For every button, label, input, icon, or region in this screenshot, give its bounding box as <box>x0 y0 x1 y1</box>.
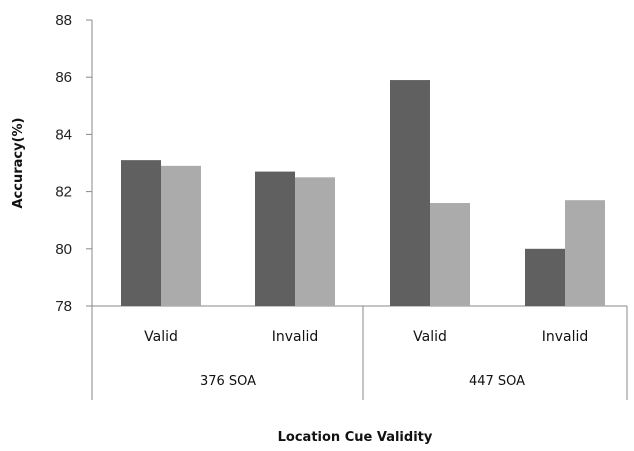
category-label: Valid <box>413 329 447 345</box>
y-axis-title: Accuracy(%) <box>11 118 26 209</box>
y-tick-label: 88 <box>55 12 72 29</box>
y-axis-ticks: 78 80 82 84 86 88 <box>55 12 92 315</box>
y-tick-label: 84 <box>55 126 72 143</box>
y-tick-label: 82 <box>55 184 72 201</box>
bar-series2-cat1 <box>161 165 201 306</box>
x-axis-title: Location Cue Validity <box>278 430 433 445</box>
group-dividers <box>362 306 628 400</box>
bar-series2-cat2 <box>295 177 335 306</box>
y-tick-label: 80 <box>55 241 72 258</box>
bar-series1-cat3 <box>390 80 430 306</box>
group-label: 376 SOA <box>200 374 256 389</box>
bars <box>121 80 605 306</box>
category-label: Valid <box>144 329 178 345</box>
bar-series1-cat2 <box>255 171 295 306</box>
bar-series2-cat3 <box>430 203 470 306</box>
bar-series1-cat4 <box>525 248 565 306</box>
bar-series2-cat4 <box>565 200 605 306</box>
group-label: 447 SOA <box>469 374 525 389</box>
group-labels: 376 SOA 447 SOA <box>200 374 525 389</box>
category-labels: Valid Invalid Valid Invalid <box>144 329 588 345</box>
category-label: Invalid <box>272 329 319 345</box>
y-tick-label: 86 <box>55 69 72 86</box>
y-tick-label: 78 <box>55 298 72 315</box>
bar-series1-cat1 <box>121 160 161 306</box>
category-label: Invalid <box>542 329 589 345</box>
